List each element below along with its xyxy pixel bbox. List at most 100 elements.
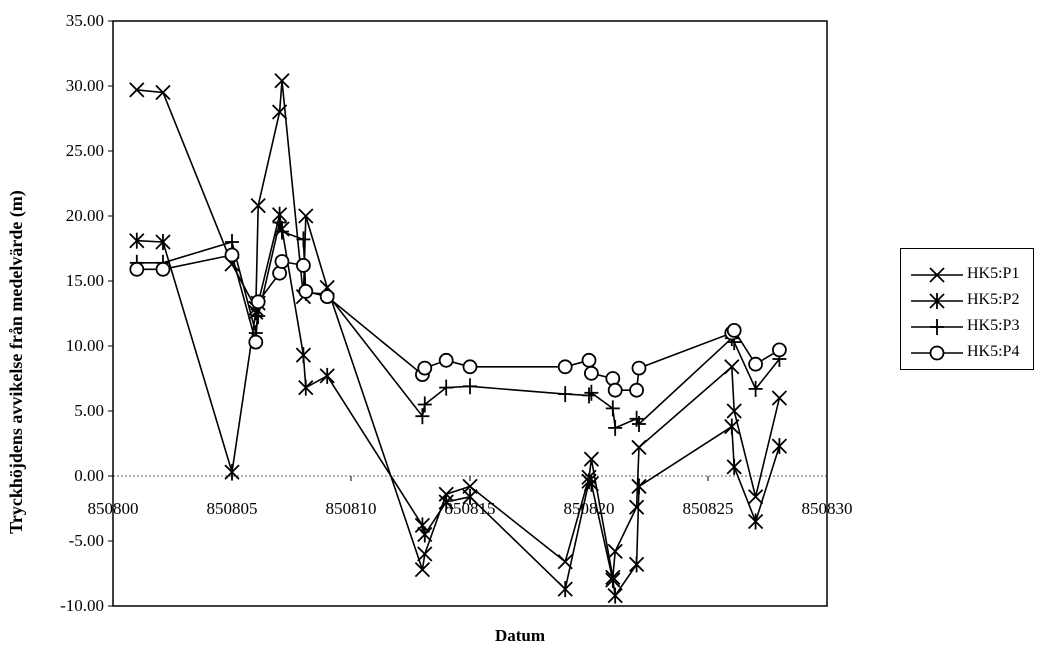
data-point-circle-marker [250,294,266,310]
data-point-x-marker [583,451,600,467]
data-point-star-marker [462,488,478,505]
series-line-2 [136,214,781,598]
legend-marker-x-icon [911,267,963,283]
data-point-plus-marker [558,386,573,403]
data-point-star-marker [155,234,171,250]
series-line-4 [136,254,780,392]
data-point-star-marker [605,572,621,588]
legend-marker-circle-icon [911,345,963,361]
legend-label: HK5:P1 [967,265,1020,282]
data-point-circle-marker [726,322,742,338]
data-point-circle-marker [248,334,264,350]
y-tick-label: 20.00 [66,206,104,225]
data-point-x-marker [747,489,764,505]
data-point-x-marker [155,84,171,101]
data-point-star-marker [319,367,335,384]
data-point-circle-marker [295,257,311,273]
data-point-star-marker [631,478,647,495]
y-tick-label: -5.00 [69,531,104,550]
data-point-circle-marker [581,352,597,368]
data-point-x-marker [298,208,314,224]
data-point-plus-marker [439,379,454,396]
data-point-circle-marker [772,342,787,358]
y-tick-label: 15.00 [66,271,104,290]
data-point-star-marker [929,293,945,309]
data-point-star-marker [438,494,454,510]
x-tick-label: 850815 [445,499,496,518]
data-point-star-marker [724,418,740,435]
y-tick-label: 0.00 [74,466,104,485]
data-point-circle-marker [438,352,454,368]
data-point-star-marker [747,513,764,530]
data-point-plus-marker [748,380,763,397]
data-point-plus-marker [417,396,432,413]
y-tick-label: 5.00 [74,401,104,420]
data-point-plus-marker [582,387,596,404]
data-point-star-marker [414,517,431,534]
data-point-circle-marker [224,247,240,263]
data-point-x-marker [414,561,431,578]
data-point-x-marker [771,390,788,406]
data-point-plus-marker [608,419,623,436]
data-point-plus-marker [274,223,289,240]
data-point-x-marker [724,359,740,375]
data-point-plus-marker [631,416,646,432]
legend: HK5:P1 HK5:P2 HK5:P3 HK5:P4 [900,248,1034,370]
data-point-star-marker [129,232,145,249]
legend-label: HK5:P4 [967,343,1020,360]
legend-marker-star-icon [911,293,963,309]
data-point-plus-marker [605,400,620,417]
y-tick-label: 10.00 [66,336,104,355]
data-point-circle-marker [417,360,433,376]
data-point-plus-marker [463,378,477,395]
y-axis-label: Tryckhöjdens avvikelse från medelvärde (… [6,190,26,534]
data-point-star-marker [583,475,600,492]
data-point-x-marker [607,543,623,560]
data-point-star-marker [224,464,240,481]
data-point-x-marker [929,267,945,283]
legend-item-p1: HK5:P1 [909,263,1031,287]
data-point-circle-marker [298,283,314,299]
data-point-plus-marker [584,384,599,401]
data-point-star-marker [557,581,573,598]
data-point-circle-marker [929,345,945,361]
data-point-x-marker [631,439,647,456]
data-point-star-marker [417,526,433,543]
legend-item-p2: HK5:P2 [909,289,1031,313]
data-point-plus-marker [296,231,311,248]
x-tick-label: 850800 [88,499,139,518]
data-point-circle-marker [462,359,478,375]
data-point-x-marker [129,82,145,98]
legend-label: HK5:P2 [967,291,1020,308]
x-tick-label: 850825 [683,499,734,518]
data-point-circle-marker [748,356,763,372]
legend-marker-plus-icon [911,319,963,335]
data-point-x-marker [274,73,290,89]
y-tick-label: 35.00 [66,11,104,30]
series-markers-3 [129,214,787,436]
x-tick-label: 850805 [207,499,258,518]
data-point-circle-marker [629,382,644,398]
data-point-plus-marker [225,234,239,250]
y-tick-label: 30.00 [66,76,104,95]
data-point-circle-marker [631,360,647,376]
plot-area-frame [112,20,828,607]
x-tick-label: 850810 [326,499,377,518]
data-point-star-marker [295,347,312,364]
data-point-circle-marker [155,261,171,277]
data-point-x-marker [417,546,433,562]
data-point-plus-marker [930,319,944,335]
data-point-plus-marker [272,214,287,231]
series-markers-4 [129,247,787,398]
x-axis-label: Datum [494,626,546,645]
data-point-circle-marker [605,371,621,386]
data-point-plus-marker [415,408,430,425]
data-point-star-marker [628,556,645,573]
data-point-star-marker [726,458,742,475]
legend-label: HK5:P3 [967,317,1020,334]
data-point-star-marker [298,379,314,396]
data-point-circle-marker [274,254,290,269]
data-point-x-marker [271,104,288,120]
